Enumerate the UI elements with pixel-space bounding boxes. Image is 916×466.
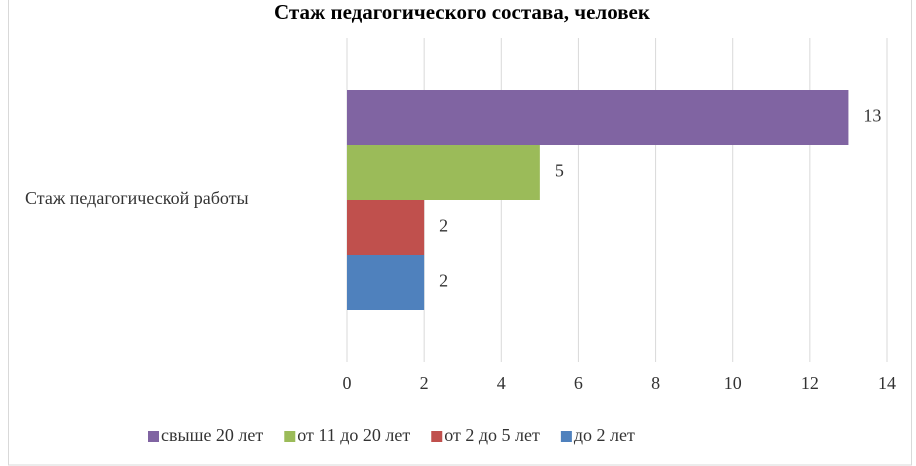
x-tick-label: 0 bbox=[343, 373, 352, 393]
x-tick-label: 4 bbox=[497, 373, 506, 393]
data-label: 2 bbox=[439, 271, 448, 291]
bar bbox=[347, 200, 425, 255]
x-tick-label: 14 bbox=[878, 373, 896, 393]
legend-label: свыше 20 лет bbox=[161, 425, 263, 445]
chart-border bbox=[8, 0, 912, 466]
data-label: 5 bbox=[555, 161, 564, 181]
chart-title: Стаж педагогического состава, человек bbox=[274, 0, 651, 24]
legend-label: до 2 лет bbox=[574, 425, 635, 445]
x-tick-label: 6 bbox=[574, 373, 583, 393]
legend-label: от 2 до 5 лет bbox=[444, 425, 540, 445]
legend-label: от 11 до 20 лет bbox=[297, 425, 410, 445]
legend-swatch bbox=[284, 431, 296, 442]
x-tick-label: 2 bbox=[420, 373, 429, 393]
y-tick-label: Стаж педагогической работы bbox=[25, 188, 249, 208]
legend-swatch bbox=[560, 431, 572, 442]
legend-swatch bbox=[431, 431, 443, 442]
data-label: 13 bbox=[863, 106, 881, 126]
x-tick-label: 10 bbox=[724, 373, 742, 393]
bar bbox=[347, 255, 425, 310]
bar bbox=[347, 145, 540, 200]
x-tick-label: 8 bbox=[651, 373, 660, 393]
x-tick-label: 12 bbox=[801, 373, 819, 393]
bar bbox=[347, 90, 849, 145]
legend-swatch bbox=[148, 431, 159, 442]
data-label: 2 bbox=[439, 216, 448, 236]
